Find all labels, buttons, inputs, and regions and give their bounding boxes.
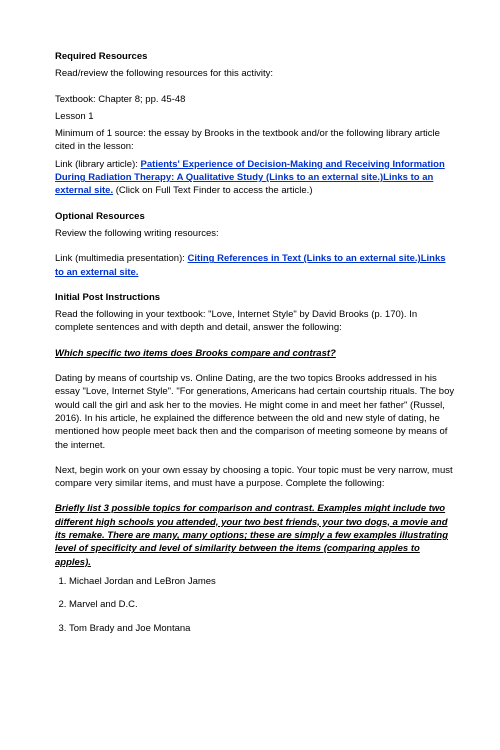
req-item-textbook: Textbook: Chapter 8; pp. 45-48 — [55, 93, 455, 106]
required-resources-intro: Read/review the following resources for … — [55, 67, 455, 80]
library-link-line: Link (library article): Patients' Experi… — [55, 158, 455, 198]
optional-resources-intro: Review the following writing resources: — [55, 227, 455, 240]
req-item-lesson: Lesson 1 — [55, 110, 455, 123]
library-link-prefix: Link (library article): — [55, 159, 141, 170]
topic-item-2: Marvel and D.C. — [69, 598, 455, 611]
required-resources-title: Required Resources — [55, 50, 455, 63]
req-item-min-source: Minimum of 1 source: the essay by Brooks… — [55, 127, 455, 154]
initial-post-intro: Read the following in your textbook: "Lo… — [55, 308, 455, 335]
question-2: Briefly list 3 possible topics for compa… — [55, 502, 455, 568]
topic-item-1: Michael Jordan and LeBron James — [69, 575, 455, 588]
optional-resources-title: Optional Resources — [55, 210, 455, 223]
answer-paragraph-2: Next, begin work on your own essay by ch… — [55, 464, 455, 491]
answer-paragraph-1: Dating by means of courtship vs. Online … — [55, 372, 455, 452]
question-1: Which specific two items does Brooks com… — [55, 347, 455, 360]
topic-list: Michael Jordan and LeBron James Marvel a… — [55, 575, 455, 635]
multimedia-link-prefix: Link (multimedia presentation): — [55, 253, 188, 264]
topic-item-3: Tom Brady and Joe Montana — [69, 622, 455, 635]
library-link-suffix: (Click on Full Text Finder to access the… — [113, 185, 312, 196]
initial-post-title: Initial Post Instructions — [55, 291, 455, 304]
multimedia-link-line: Link (multimedia presentation): Citing R… — [55, 252, 455, 279]
